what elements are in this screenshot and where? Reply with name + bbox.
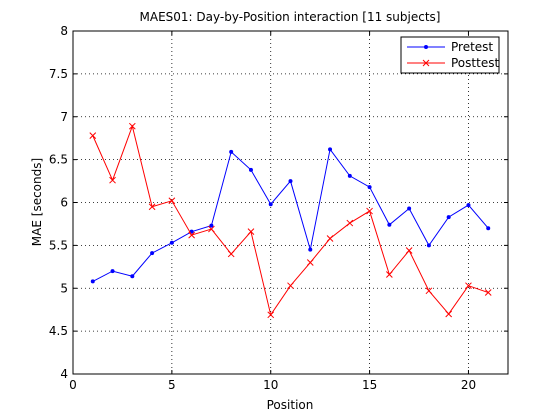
posttest-point [168, 197, 176, 205]
posttest-point [208, 225, 215, 233]
posttest-point [484, 289, 492, 296]
x-tick-label: 0 [69, 378, 77, 392]
data-series [89, 122, 492, 319]
y-tick-label: 5 [60, 281, 68, 295]
y-tick-label: 7.5 [49, 67, 68, 81]
posttest-point [445, 310, 453, 318]
marker-x-stroke [422, 59, 430, 67]
marker-x-stroke [386, 271, 393, 278]
pretest-point [209, 223, 214, 228]
pretest-point [407, 206, 412, 211]
pretest-point [347, 173, 352, 178]
x-axis-label: Position [267, 398, 314, 412]
marker-x-stroke [128, 122, 136, 130]
posttest-point [346, 219, 354, 227]
marker-x-stroke [405, 247, 413, 254]
grid [73, 31, 508, 374]
x-tick-label: 5 [168, 378, 176, 392]
legend-item-posttest: Posttest [407, 56, 499, 70]
marker-x-stroke [306, 259, 314, 266]
marker-x-stroke [168, 197, 176, 205]
pretest-point [268, 202, 273, 207]
marker-x-stroke [484, 289, 492, 296]
posttest-point [287, 282, 294, 290]
pretest-point [169, 240, 174, 245]
posttest-point [326, 235, 334, 242]
marker-x-stroke [465, 282, 472, 290]
marker-x-stroke [109, 176, 116, 184]
pretest-point [426, 243, 431, 248]
legend-item-pretest: Pretest [407, 40, 493, 54]
posttest-point [247, 228, 255, 236]
posttest-point [188, 231, 195, 239]
posttest-point [306, 259, 314, 266]
legend-label: Posttest [451, 56, 499, 70]
pretest-point [90, 279, 95, 284]
axis-ticks: 0 5 10 15 20 4 4.5 5 5.5 6 6.5 7 7.5 8 [49, 24, 508, 392]
pretest-point [446, 215, 451, 220]
posttest-point [386, 271, 393, 278]
pretest-point [229, 149, 234, 154]
legend-marker [422, 59, 430, 67]
marker-x-stroke [148, 203, 156, 211]
marker-x-stroke [247, 228, 255, 236]
y-tick-label: 5.5 [49, 238, 68, 252]
pretest-point [288, 179, 293, 184]
x-tick-label: 20 [461, 378, 476, 392]
marker-x-stroke [89, 132, 97, 139]
pretest-point [486, 226, 491, 231]
pretest-point [328, 147, 333, 152]
legend-label: Pretest [451, 40, 493, 54]
posttest-point [425, 287, 433, 295]
marker-x-stroke [326, 235, 334, 242]
marker-x-stroke [287, 282, 294, 290]
posttest-point [109, 176, 116, 184]
marker-x-stroke [188, 231, 195, 239]
pretest-point [367, 185, 372, 190]
pretest-point [130, 274, 135, 279]
x-tick-label: 10 [263, 378, 278, 392]
y-tick-label: 4 [60, 367, 68, 381]
pretest-point [150, 251, 155, 256]
marker-x-stroke [366, 207, 373, 215]
marker-x-stroke [425, 287, 433, 295]
posttest-point [267, 311, 275, 319]
y-tick-label: 7 [60, 110, 68, 124]
pretest-point [110, 269, 115, 274]
y-axis-label: MAE [seconds] [30, 158, 44, 246]
marker-x-stroke [208, 225, 215, 233]
legend: Pretest Posttest [400, 36, 500, 74]
series-pretest [90, 147, 491, 284]
pretest-point [248, 167, 253, 172]
pretest-point [308, 247, 313, 252]
posttest-point [227, 250, 235, 258]
y-tick-label: 6 [60, 196, 68, 210]
pretest-point [387, 222, 392, 227]
marker-x-stroke [445, 310, 453, 318]
marker-x-stroke [267, 311, 275, 319]
posttest-point [405, 247, 413, 254]
y-tick-label: 4.5 [49, 324, 68, 338]
posttest-point [148, 203, 156, 211]
pretest-point [466, 203, 471, 208]
posttest-point [89, 132, 97, 139]
posttest-point [128, 122, 136, 130]
chart-title: MAES01: Day-by-Position interaction [11 … [140, 10, 441, 24]
y-tick-label: 8 [60, 24, 68, 38]
marker-x-stroke [346, 219, 354, 227]
legend-box [400, 36, 500, 74]
y-tick-label: 6.5 [49, 153, 68, 167]
posttest-point [366, 207, 373, 215]
series-posttest [89, 122, 492, 319]
x-tick-label: 15 [362, 378, 377, 392]
marker-x-stroke [227, 250, 235, 258]
legend-marker [424, 45, 428, 49]
posttest-point [465, 282, 472, 290]
